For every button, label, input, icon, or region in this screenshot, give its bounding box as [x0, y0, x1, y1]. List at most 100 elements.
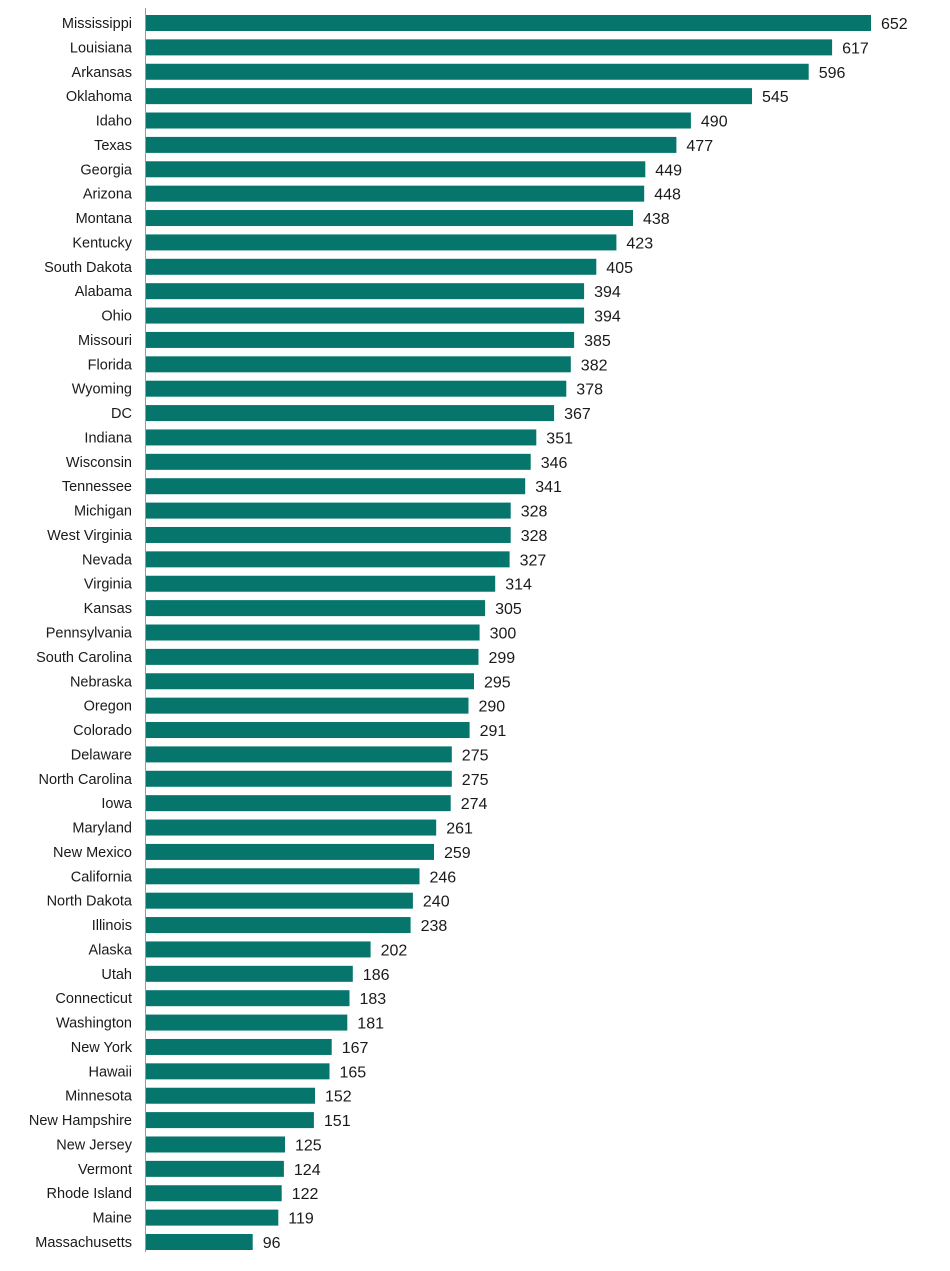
value-label: 275 [462, 747, 489, 764]
bar-row: West Virginia 328 [47, 526, 547, 545]
category-label: Indiana [84, 430, 133, 446]
bar [146, 15, 871, 31]
value-label: 385 [584, 333, 611, 350]
bar [146, 1112, 314, 1129]
bar [146, 210, 633, 227]
value-label: 96 [263, 1235, 281, 1252]
bar-row: Virginia 314 [84, 575, 532, 594]
value-label: 652 [881, 16, 908, 33]
category-label: New Jersey [56, 1137, 132, 1153]
bar [146, 1063, 330, 1080]
bar [146, 1234, 253, 1250]
category-label: Oklahoma [66, 89, 133, 105]
bar [146, 648, 479, 665]
bar-row: Tennessee 341 [62, 478, 562, 496]
bar-row: Arizona 448 [83, 185, 681, 204]
category-label: Arizona [83, 187, 133, 203]
category-label: Nebraska [70, 674, 133, 690]
bar [146, 770, 452, 787]
bar-row: New York 167 [71, 1038, 368, 1057]
bar-row: Ohio 394 [101, 307, 621, 326]
category-label: Maryland [72, 821, 132, 837]
bar [146, 843, 434, 860]
value-label: 274 [461, 796, 488, 813]
value-label: 291 [480, 723, 507, 740]
bar-row: Washington 181 [56, 1014, 384, 1033]
value-label: 151 [324, 1113, 351, 1130]
category-label: Hawaii [88, 1064, 132, 1080]
category-label: New York [71, 1040, 133, 1056]
value-label: 259 [444, 845, 471, 862]
value-label: 423 [626, 235, 653, 252]
bar-row: North Carolina 275 [39, 770, 489, 789]
bar [146, 112, 691, 129]
value-label: 275 [462, 772, 489, 789]
category-label: Montana [76, 211, 133, 227]
bar-row: Maryland 261 [72, 819, 473, 838]
value-label: 378 [576, 382, 603, 399]
value-label: 119 [288, 1211, 314, 1228]
category-label: New Mexico [53, 845, 132, 861]
bar-row: Connecticut 183 [55, 990, 386, 1008]
bar [146, 624, 480, 641]
value-label: 477 [686, 138, 713, 155]
bar [146, 136, 677, 153]
bar-row: Idaho 490 [96, 112, 728, 131]
value-label: 327 [520, 552, 547, 569]
value-label: 305 [495, 601, 522, 618]
category-label: Michigan [74, 504, 132, 520]
bar-row: Louisiana 617 [70, 39, 869, 57]
bar-row: Missouri 385 [78, 331, 611, 350]
category-label: Alabama [75, 284, 133, 300]
bar-row: Kansas 305 [84, 600, 522, 618]
bar [146, 917, 411, 934]
bar [146, 331, 575, 348]
value-label: 545 [762, 89, 789, 106]
category-label: Maine [93, 1211, 133, 1227]
bar-row: Georgia 449 [80, 161, 682, 179]
category-label: Pennsylvania [46, 626, 133, 642]
bar [146, 185, 645, 202]
bar [146, 258, 597, 275]
category-label: Nevada [82, 552, 133, 568]
bar [146, 722, 470, 739]
category-label: Iowa [101, 796, 133, 812]
bar [146, 746, 452, 763]
bar-row: Rhode Island 122 [47, 1185, 318, 1203]
value-label: 382 [581, 357, 608, 374]
category-label: Utah [101, 967, 132, 983]
bar-row: Texas 477 [94, 136, 713, 155]
bar-row: DC 367 [111, 405, 591, 423]
bar-row: Wisconsin 346 [66, 453, 567, 472]
bar [146, 551, 510, 568]
value-label: 238 [421, 918, 448, 935]
value-label: 438 [643, 211, 670, 228]
bar [146, 990, 350, 1007]
bar-row: South Carolina 299 [36, 648, 515, 667]
bar [146, 380, 567, 397]
bar-row: North Dakota 240 [47, 892, 450, 911]
bar [146, 868, 420, 885]
bar-row: Alaska 202 [88, 941, 407, 959]
bar-row: Arkansas 596 [72, 63, 845, 82]
bar [146, 161, 646, 178]
bar-row: Pennsylvania 300 [46, 624, 516, 643]
value-label: 449 [655, 162, 682, 179]
bar [146, 39, 833, 56]
value-label: 295 [484, 674, 511, 691]
category-label: Ohio [101, 309, 132, 325]
bar-row: South Dakota 405 [44, 258, 633, 277]
bar-row: Oregon 290 [84, 697, 505, 716]
bar [146, 600, 486, 617]
value-label: 394 [594, 284, 621, 301]
bar-row: Massachusetts 96 [35, 1234, 281, 1252]
bar [146, 307, 585, 324]
value-label: 328 [521, 504, 548, 521]
bar [146, 1209, 279, 1226]
value-label: 183 [360, 991, 387, 1008]
value-label: 261 [446, 821, 473, 838]
category-label: Wisconsin [66, 455, 132, 471]
value-label: 125 [295, 1137, 322, 1154]
category-label: North Dakota [47, 894, 133, 910]
bar-rows: Mississippi 652 Louisiana 617 Arkansas 596 Okl… [29, 15, 908, 1252]
